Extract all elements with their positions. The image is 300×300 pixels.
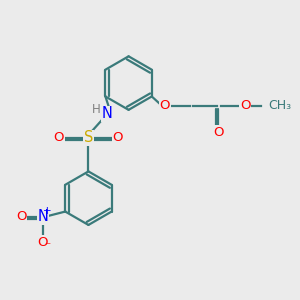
Text: ⁻: ⁻ [45,241,51,254]
Text: O: O [16,210,27,224]
Text: O: O [112,131,123,145]
Text: N: N [38,209,48,224]
Text: H: H [92,103,100,116]
Text: S: S [84,130,93,146]
Text: CH₃: CH₃ [268,99,291,112]
Text: O: O [240,99,250,112]
Text: O: O [160,99,170,112]
Text: N: N [102,106,112,122]
Text: +: + [44,206,52,216]
Text: O: O [213,126,224,139]
Text: O: O [38,236,48,249]
Text: O: O [54,131,64,145]
